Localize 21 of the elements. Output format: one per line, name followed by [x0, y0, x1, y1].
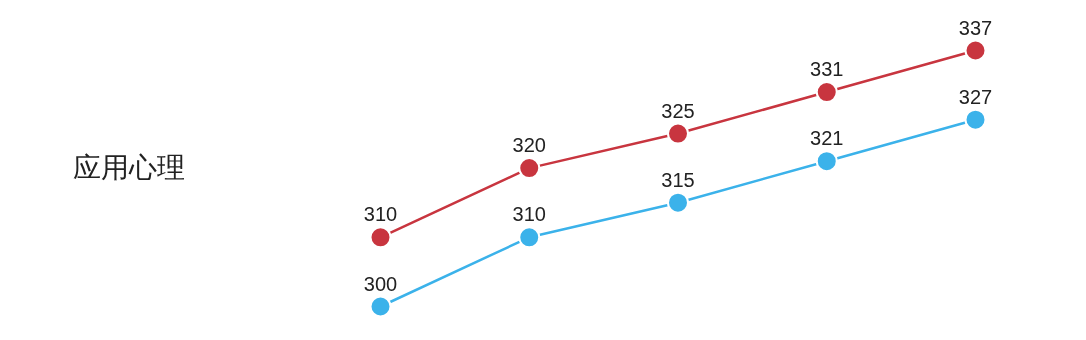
data-label: 300	[363, 272, 398, 295]
point	[667, 122, 689, 145]
point	[964, 39, 987, 62]
point	[964, 108, 987, 131]
data-label: 327	[958, 85, 993, 108]
data-label: 331	[810, 58, 844, 81]
data-label: 310	[512, 203, 546, 226]
point	[369, 226, 392, 249]
point	[815, 81, 838, 103]
data-label: 310	[363, 203, 398, 226]
point	[667, 191, 689, 214]
data-label: 321	[810, 127, 844, 150]
text: 应用心理	[72, 152, 185, 183]
data-label: 337	[958, 16, 993, 39]
data-label: 325	[661, 99, 695, 122]
data-label: 320	[512, 134, 546, 157]
point	[518, 226, 541, 249]
point	[815, 150, 838, 173]
point	[518, 157, 541, 180]
data-label: 315	[661, 168, 695, 191]
point	[369, 295, 392, 318]
